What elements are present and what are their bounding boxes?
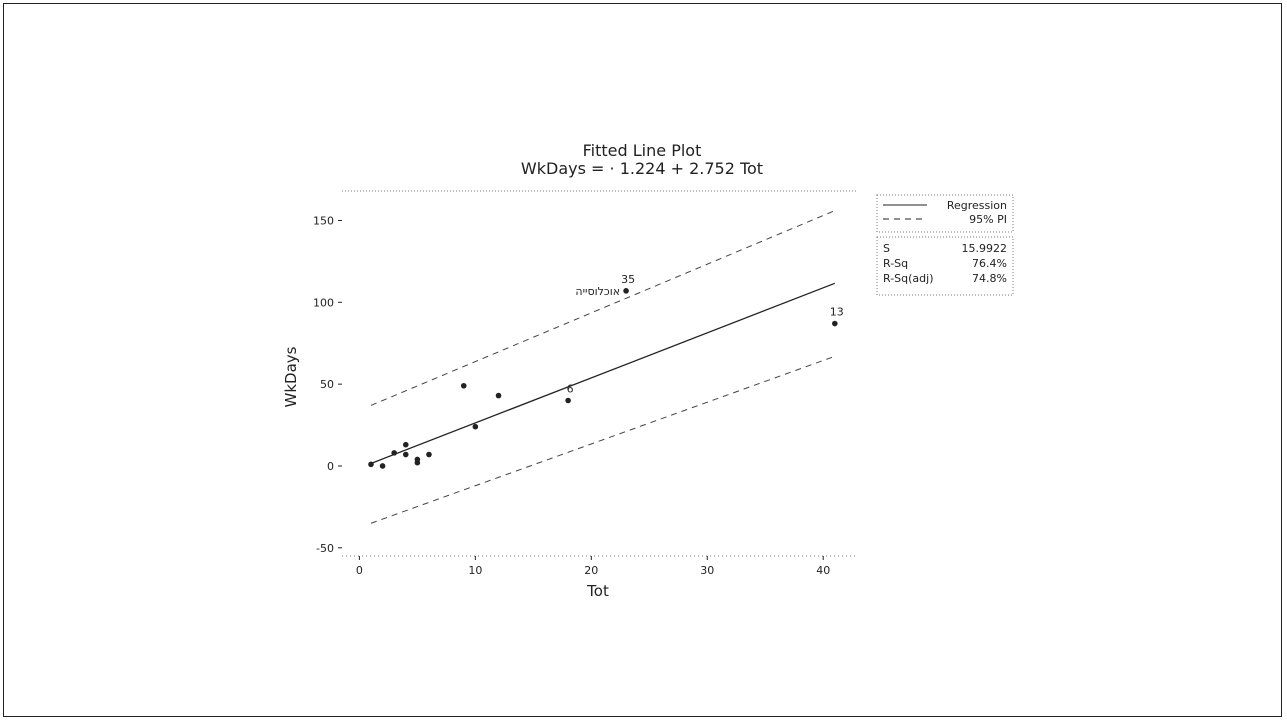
stats-label: R-Sq(adj): [883, 272, 934, 285]
y-tick-label: 150: [313, 214, 334, 227]
stats-value: 74.8%: [972, 272, 1007, 285]
y-tick-label: 50: [320, 378, 334, 391]
chart-title: Fitted Line Plot: [583, 141, 702, 160]
data-point: [832, 320, 838, 327]
chart-subtitle: WkDays = · 1.224 + 2.752 Tot: [521, 159, 763, 178]
point-label: 35: [621, 273, 635, 286]
page-frame: Fitted Line Plot WkDays = · 1.224 + 2.75…: [3, 3, 1282, 717]
regression-line: [370, 282, 836, 465]
data-point: [460, 382, 467, 389]
x-axis-label: Tot: [586, 582, 609, 600]
fitted-line-plot: Fitted Line Plot WkDays = · 1.224 + 2.75…: [282, 141, 1014, 600]
pi-lower-line: [370, 355, 835, 524]
point-name-label: אוכלוסייה: [575, 285, 620, 298]
x-tick-label: 20: [584, 564, 598, 577]
point-label: 13: [830, 306, 844, 319]
y-tick-label: 100: [313, 296, 334, 309]
data-point: [472, 423, 479, 430]
data-point: [391, 450, 397, 456]
stats-value: 76.4%: [972, 257, 1007, 270]
y-tick-label: 0: [327, 460, 334, 473]
x-tick-label: 0: [356, 564, 363, 577]
stats-box: [876, 236, 1014, 296]
point-label: 6: [567, 383, 574, 396]
data-point: [368, 461, 374, 468]
data-point: [414, 459, 421, 466]
stats-label: S: [883, 242, 890, 255]
data-point: [623, 288, 629, 294]
x-tick-label: 10: [468, 564, 482, 577]
legend-box: [876, 194, 1014, 233]
y-axis-label: WkDays: [282, 346, 300, 407]
legend-label: 95% PI: [969, 213, 1007, 226]
data-point: [379, 463, 386, 469]
legend-label: Regression: [947, 199, 1007, 212]
data-point: [402, 451, 409, 458]
data-point: [565, 397, 571, 404]
y-tick-label: -50: [316, 542, 334, 555]
x-tick-label: 30: [700, 564, 714, 577]
data-point: [402, 441, 409, 448]
stats-value: 15.9922: [962, 242, 1008, 255]
x-tick-label: 40: [816, 564, 830, 577]
data-point: [426, 451, 432, 458]
stats-label: R-Sq: [883, 257, 908, 270]
data-point: [495, 392, 502, 399]
pi-upper-line: [370, 210, 836, 406]
